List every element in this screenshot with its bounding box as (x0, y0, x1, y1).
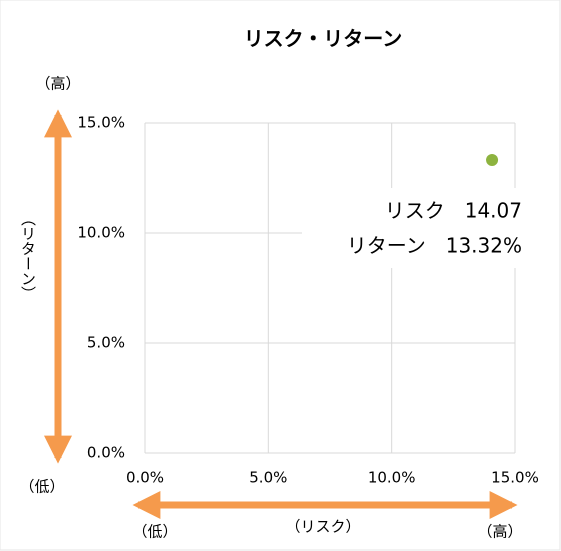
plot-area: 0.0% 5.0% 10.0% 15.0% 0.0% 5.0% 10.0% 15.0% リスク … (77, 114, 538, 487)
y-tick-label: 0.0% (87, 444, 125, 462)
x-low-label: （低） (132, 523, 177, 541)
x-tick-label: 0.0% (126, 469, 164, 487)
y-tick-label: 10.0% (77, 224, 125, 242)
x-high-label: （高） (477, 523, 522, 541)
x-axis-label: （リスク） (285, 518, 360, 536)
x-tick-label: 15.0% (491, 469, 539, 487)
y-low-label: （低） (19, 478, 64, 496)
annotation: リターン 13.32% (347, 234, 522, 258)
data-point (486, 153, 499, 166)
annotation: リスク 14.07 (385, 199, 522, 223)
y-axis-label: （リターン） (19, 211, 37, 301)
chart-title: リスク・リターン (244, 27, 403, 51)
y-tick-label: 15.0% (77, 114, 125, 132)
x-tick-label: 5.0% (249, 469, 287, 487)
y-high-label: （高） (35, 75, 80, 93)
y-tick-label: 5.0% (87, 334, 125, 352)
annotation-box (302, 188, 528, 268)
x-tick-label: 10.0% (368, 469, 416, 487)
